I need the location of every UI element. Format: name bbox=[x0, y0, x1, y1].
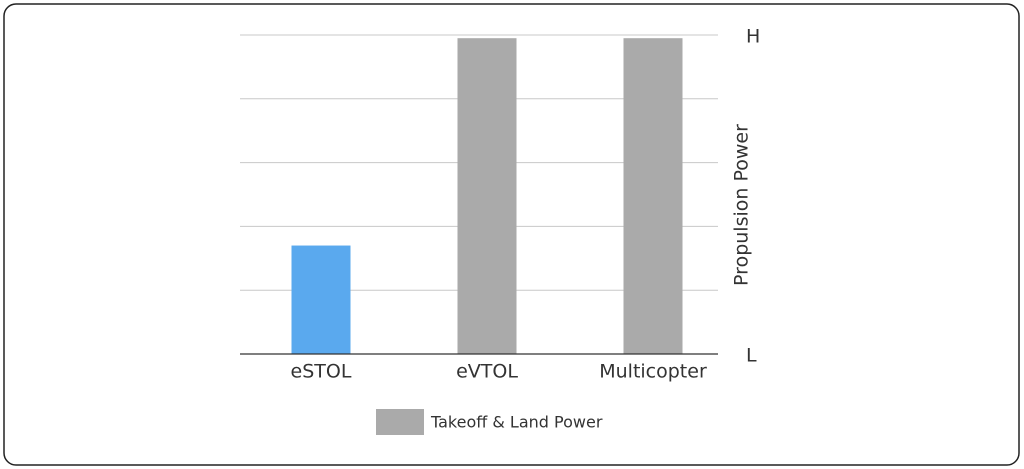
bar bbox=[457, 38, 517, 354]
y-tick-label: H bbox=[746, 26, 760, 48]
x-tick-label: Multicopter bbox=[599, 361, 707, 383]
legend-label: Takeoff & Land Power bbox=[430, 413, 603, 432]
x-tick-label: eSTOL bbox=[291, 361, 352, 383]
y-tick-label: L bbox=[746, 345, 757, 367]
y-axis-title: Propulsion Power bbox=[731, 124, 753, 286]
bar bbox=[291, 245, 351, 354]
legend-swatch bbox=[376, 409, 424, 435]
x-tick-label: eVTOL bbox=[456, 361, 518, 383]
bar bbox=[623, 38, 683, 354]
